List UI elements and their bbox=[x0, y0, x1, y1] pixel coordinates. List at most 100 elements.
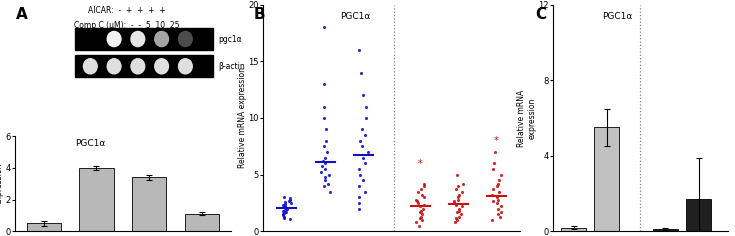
Point bbox=[456, 190, 468, 194]
Text: *: * bbox=[418, 159, 423, 169]
Ellipse shape bbox=[154, 31, 169, 47]
Point bbox=[277, 212, 289, 216]
Text: pgc1α: pgc1α bbox=[218, 34, 241, 43]
Bar bbox=[75, 55, 213, 77]
Ellipse shape bbox=[107, 58, 122, 75]
Ellipse shape bbox=[178, 31, 193, 47]
Point bbox=[320, 127, 332, 131]
Point bbox=[359, 190, 371, 194]
Point bbox=[319, 175, 331, 179]
Ellipse shape bbox=[130, 58, 146, 75]
Point bbox=[495, 210, 507, 214]
Point bbox=[488, 161, 500, 165]
Point bbox=[416, 212, 428, 216]
Ellipse shape bbox=[130, 31, 146, 47]
Point bbox=[283, 199, 295, 202]
Text: *: * bbox=[494, 136, 499, 146]
Point bbox=[279, 202, 290, 206]
Point bbox=[357, 178, 369, 182]
Point bbox=[410, 198, 422, 202]
Point bbox=[413, 224, 425, 228]
Point bbox=[411, 199, 423, 202]
Ellipse shape bbox=[83, 58, 98, 75]
Point bbox=[415, 187, 426, 191]
Point bbox=[355, 71, 367, 75]
Point bbox=[279, 195, 290, 199]
Point bbox=[452, 184, 464, 188]
Point bbox=[284, 197, 295, 200]
Point bbox=[415, 215, 426, 219]
Point bbox=[451, 173, 463, 177]
Text: PGC1α: PGC1α bbox=[75, 139, 106, 148]
Point bbox=[414, 204, 426, 208]
Point bbox=[492, 207, 503, 211]
Point bbox=[359, 161, 370, 165]
Point bbox=[322, 182, 334, 185]
Point bbox=[451, 218, 462, 222]
Point bbox=[487, 187, 499, 191]
Bar bbox=[75, 28, 213, 50]
Point bbox=[456, 182, 468, 185]
Point bbox=[453, 195, 465, 199]
Text: PGC1α: PGC1α bbox=[340, 12, 370, 21]
Text: B: B bbox=[254, 7, 265, 22]
Point bbox=[285, 201, 297, 205]
Point bbox=[279, 208, 291, 212]
Point bbox=[354, 207, 365, 211]
Bar bbox=[561, 228, 586, 231]
Point bbox=[353, 184, 365, 188]
Point bbox=[324, 190, 336, 194]
Point bbox=[318, 116, 330, 120]
Text: C: C bbox=[535, 7, 546, 22]
Point bbox=[356, 93, 368, 97]
Point bbox=[280, 210, 292, 214]
Point bbox=[417, 218, 429, 222]
Point bbox=[360, 105, 372, 109]
Point bbox=[448, 201, 459, 205]
Text: β-actin: β-actin bbox=[218, 62, 245, 71]
Point bbox=[279, 216, 290, 219]
Point bbox=[279, 206, 291, 209]
Point bbox=[492, 198, 504, 202]
Point bbox=[486, 218, 498, 222]
Point bbox=[320, 139, 332, 143]
Point bbox=[353, 167, 365, 171]
Point bbox=[490, 150, 501, 154]
Point bbox=[452, 198, 464, 202]
Point bbox=[276, 214, 288, 217]
Point bbox=[362, 150, 373, 154]
Y-axis label: Relative mRNA
expression: Relative mRNA expression bbox=[0, 155, 4, 212]
Point bbox=[453, 207, 465, 211]
Bar bbox=[79, 168, 113, 231]
Bar bbox=[132, 177, 166, 231]
Point bbox=[492, 182, 504, 185]
Point bbox=[277, 209, 289, 213]
Point bbox=[495, 215, 506, 219]
Point bbox=[491, 184, 503, 188]
Point bbox=[449, 220, 461, 224]
Point bbox=[356, 127, 368, 131]
Text: A: A bbox=[16, 7, 28, 22]
Bar bbox=[26, 223, 61, 231]
Point bbox=[316, 164, 328, 168]
Text: Comp C (μM):  -  -  5  10  25: Comp C (μM): - - 5 10 25 bbox=[74, 21, 180, 30]
Y-axis label: Relative mRNA
expression: Relative mRNA expression bbox=[517, 89, 537, 147]
Point bbox=[418, 203, 430, 207]
Point bbox=[323, 173, 335, 177]
Point bbox=[486, 193, 498, 197]
Point bbox=[448, 199, 460, 202]
Point bbox=[320, 150, 332, 154]
Point bbox=[318, 144, 330, 148]
Point bbox=[353, 48, 365, 52]
Y-axis label: Relative mRNA expression: Relative mRNA expression bbox=[238, 67, 247, 169]
Point bbox=[354, 195, 365, 199]
Point bbox=[416, 193, 428, 197]
Point bbox=[411, 220, 423, 224]
Point bbox=[320, 161, 331, 165]
Point bbox=[418, 195, 430, 199]
Point bbox=[487, 167, 499, 171]
Point bbox=[284, 217, 296, 221]
Point bbox=[284, 198, 296, 202]
Point bbox=[319, 167, 331, 171]
Point bbox=[450, 187, 462, 191]
